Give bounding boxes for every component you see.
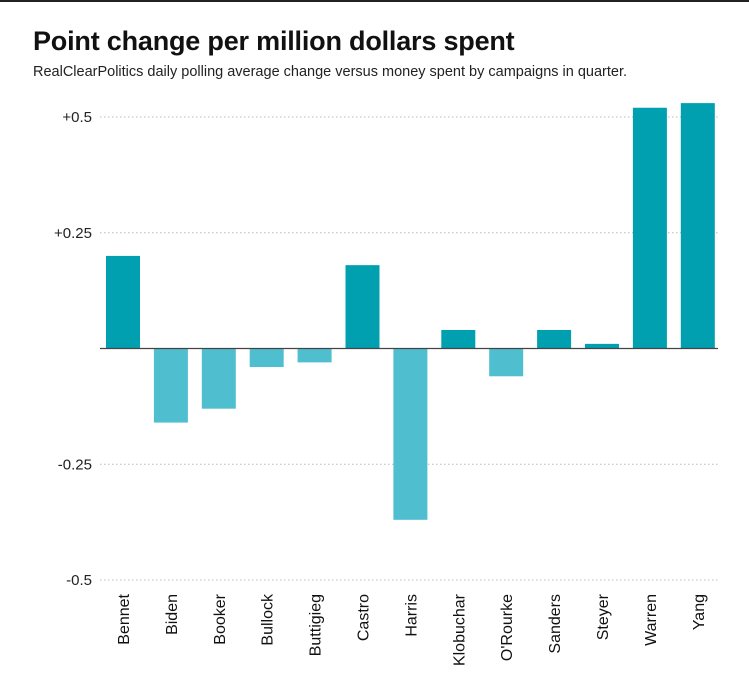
bar-bennet bbox=[106, 255, 140, 349]
bar-sanders bbox=[537, 329, 572, 349]
top-rule bbox=[0, 0, 749, 2]
chart-subtitle: RealClearPolitics daily polling average … bbox=[33, 64, 628, 80]
category-label-biden: Biden bbox=[164, 594, 181, 635]
bar-castro bbox=[345, 265, 380, 349]
y-tick-label: +0.5 bbox=[62, 109, 92, 126]
category-label-booker: Booker bbox=[212, 593, 229, 644]
category-label-castro: Castro bbox=[356, 594, 373, 641]
bar-buttigieg bbox=[297, 348, 332, 363]
bars bbox=[106, 103, 715, 520]
bar-biden bbox=[153, 348, 188, 423]
bar-harris bbox=[393, 348, 428, 520]
bar-booker bbox=[201, 348, 236, 409]
category-label-harris: Harris bbox=[403, 594, 420, 637]
category-label-yang: Yang bbox=[691, 594, 708, 630]
y-tick-label: +0.25 bbox=[54, 225, 92, 242]
category-label-steyer: Steyer bbox=[595, 593, 612, 640]
category-label-o-rourke: O'Rourke bbox=[499, 594, 516, 661]
category-label-buttigieg: Buttigieg bbox=[308, 594, 325, 656]
bar-klobuchar bbox=[441, 329, 476, 349]
y-tick-labels: +0.5 +0.25 -0.25 -0.5 bbox=[54, 109, 92, 589]
category-label-sanders: Sanders bbox=[547, 594, 564, 654]
bar-steyer bbox=[585, 343, 619, 349]
bar-warren bbox=[632, 107, 667, 349]
category-label-warren: Warren bbox=[643, 594, 660, 646]
category-label-bennet: Bennet bbox=[116, 593, 133, 644]
category-label-bullock: Bullock bbox=[260, 593, 277, 646]
category-label-klobuchar: Klobuchar bbox=[451, 593, 468, 666]
category-labels: Bennet Biden Booker Bullock Buttigieg Castro H… bbox=[116, 593, 708, 666]
bar-yang bbox=[680, 103, 715, 349]
y-tick-label: -0.25 bbox=[58, 456, 92, 473]
y-tick-label: -0.5 bbox=[66, 572, 92, 589]
chart-title: Point change per million dollars spent bbox=[33, 26, 515, 56]
bar-bullock bbox=[249, 348, 284, 368]
bar-o-rourke bbox=[489, 348, 524, 377]
